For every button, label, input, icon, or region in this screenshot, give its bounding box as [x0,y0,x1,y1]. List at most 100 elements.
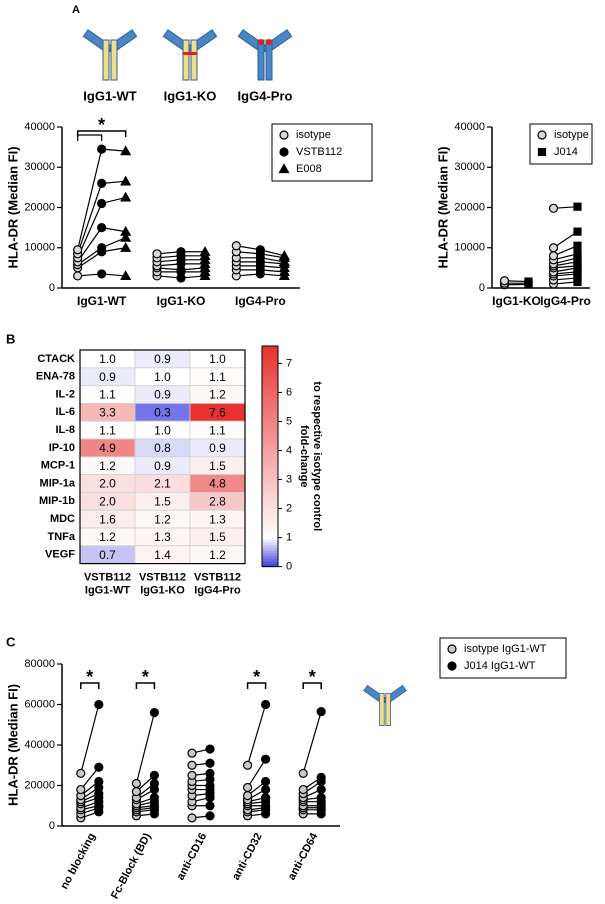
colorbar-strip [262,420,278,424]
cell-label: 0.9 [154,388,171,402]
colorbar-strip [262,558,278,562]
y-tick-label: 20000 [454,201,485,213]
y-tick-label: 40000 [24,739,55,751]
colorbar-tick-label: 6 [286,386,292,398]
data-point [573,249,582,258]
colorbar-strip [262,379,278,383]
data-point [261,699,271,710]
y-tick-label: 40000 [24,121,55,133]
donor-line [80,766,100,790]
x-tick-label: IgG1-KO [492,294,541,308]
data-point [316,772,326,783]
colorbar-strip [262,401,278,405]
colorbar-strip [262,448,278,452]
cell-label: 1.3 [154,530,171,544]
legend-label: isotype IgG1-WT [464,643,547,655]
colorbar-tick-label: 7 [286,357,292,369]
colorbar-strip [262,481,278,485]
cell-label: 0.8 [154,441,171,455]
x-tick-label: IgG1-KO [157,294,206,308]
colorbar-strip [262,368,278,372]
row-label: IP-10 [49,442,75,454]
y-tick-label: 20000 [24,779,55,791]
legend-marker [447,661,457,671]
x-tick-label: no blocking [58,831,98,891]
colorbar-strip [262,362,278,366]
colorbar-strip [262,464,278,468]
cell-label: 1.0 [99,352,116,366]
colorbar-strip [262,442,278,446]
data-point [76,768,86,778]
colorbar-strip [262,522,278,526]
colorbar-strip [262,472,278,477]
row-label: IL-6 [55,406,75,418]
data-point [97,198,107,209]
significance-bracket [246,682,267,689]
colorbar-tick-label: 3 [286,473,292,485]
donor-line [247,704,267,766]
colorbar-strip [262,453,278,457]
data-point [131,778,141,789]
data-point [120,175,132,186]
y-tick-label: 20000 [24,201,55,213]
colorbar-strip [262,406,278,410]
colorbar-strip [262,508,278,512]
colorbar-strip [262,359,278,364]
colorbar-strip [262,456,278,460]
y-tick-label: 10000 [24,242,55,254]
colorbar-strip [262,541,278,546]
colorbar-tick-label: 1 [286,531,292,543]
cell-label: 1.3 [209,512,226,526]
data-point [261,793,271,803]
colorbar-strip [262,423,278,427]
data-point [316,706,326,717]
cell-label: 0.3 [154,405,171,419]
data-point [97,178,107,188]
data-point [120,270,132,281]
colorbar-strip [262,478,278,482]
colorbar-strip [262,492,278,496]
donor-line [135,712,155,784]
colorbar-strip [262,470,278,474]
colorbar-strip [262,414,278,419]
row-label: ENA-78 [36,371,75,383]
colorbar-strip [262,434,278,438]
cell-label: 3.3 [99,405,116,419]
colorbar-strip [262,417,278,421]
significance-label: * [253,667,260,687]
colorbar-strip [262,425,278,430]
row-label: VEGF [45,549,75,561]
data-point [94,776,104,787]
data-point [149,793,159,803]
y-tick-label: 10000 [454,242,485,254]
colorbar-strip [262,346,278,350]
colorbar-strip [262,544,278,548]
data-point [548,251,559,261]
significance-bracket [135,682,156,689]
cell-label: 0.7 [99,548,116,562]
data-point [152,249,162,259]
colorbar-strip [262,387,278,391]
cell-label: 1.1 [209,370,226,384]
column-label: IgG1-WT [85,585,130,597]
y-tick-label: 30000 [454,161,485,173]
y-axis-label: HLA-DR (Median FI) [5,684,20,806]
cell-label: 7.6 [209,405,226,419]
donor-line [77,183,103,254]
data-point [243,791,253,801]
cell-label: 1.6 [99,512,116,526]
cell-label: 1.1 [99,423,116,437]
data-point [97,243,107,253]
cell-label: 0.9 [209,441,226,455]
colorbar-tick-label: 4 [286,444,292,456]
x-tick-label: anti-CD32 [230,831,265,882]
colorbar-tick-label: 2 [286,502,292,514]
colorbar-strip [262,445,278,449]
colorbar-strip [262,398,278,402]
colorbar-strip [262,395,278,399]
colorbar-strip [262,459,278,463]
data-point [573,227,582,236]
colorbar-strip [262,450,278,455]
data-point [176,247,186,257]
